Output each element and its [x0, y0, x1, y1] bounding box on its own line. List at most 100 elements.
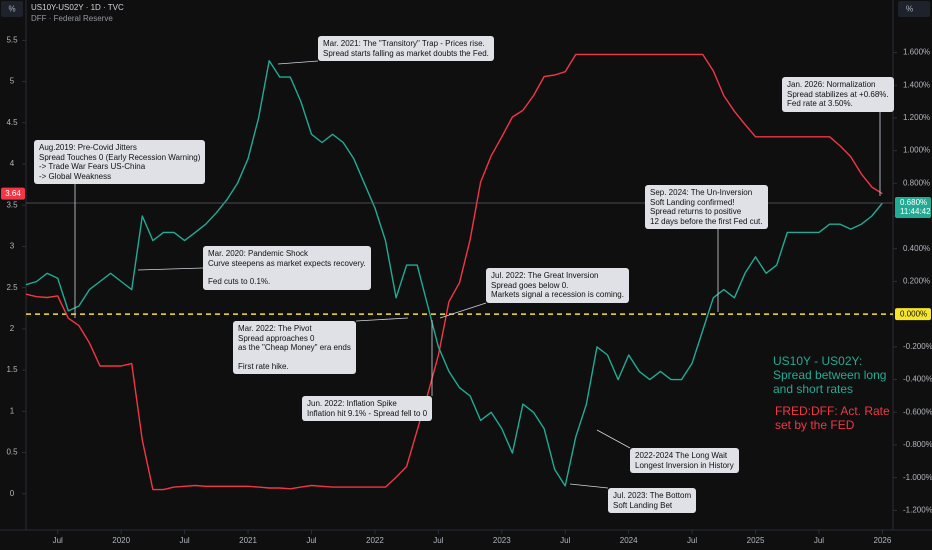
y-tick-label: 3.5 [6, 200, 18, 209]
unit-button-label[interactable]: % [906, 5, 913, 14]
annotation-line: Sep. 2024: The Un-Inversion [650, 188, 753, 197]
annotation-gap [238, 353, 351, 362]
annotation-line: Spread approaches 0 [238, 333, 315, 343]
x-tick-label: Jul [687, 536, 697, 545]
y2-tick-label: 1.600% [903, 48, 930, 57]
annotation-line: Soft Landing confirmed! [650, 197, 735, 207]
annotation-line: Aug.2019: Pre-Covid Jitters [39, 143, 137, 152]
annotation: Jun. 2022: Inflation Spike Inflation hit … [302, 396, 433, 421]
x-tick-label: Jul [179, 536, 189, 545]
annotation-line: Spread stabilizes at +0.68%. [787, 89, 889, 99]
annotation: Jan. 2026: Normalization Spread stabilize… [782, 77, 894, 112]
annotation-line: Jan. 2026: Normalization [787, 80, 876, 89]
annotation-leader [596, 429, 631, 449]
reference-label: 0.000% [900, 309, 927, 318]
y-tick-label: 5.5 [6, 35, 18, 44]
annotation-line: Jul. 2023: The Bottom [613, 491, 692, 500]
annotation: Jul. 2023: The Bottom Soft Landing Bet [608, 488, 697, 513]
y2-tick-label: -1.200% [903, 505, 932, 514]
annotation-line: Inflation hit 9.1% - Spread fell to 0 [307, 408, 428, 418]
last-value-label: 3.64 [5, 189, 21, 198]
annotation-line: Fed rate at 3.50%. [787, 99, 853, 108]
annotation-line: Curve steepens as market expects recover… [208, 258, 366, 268]
annotation-leader [355, 317, 409, 322]
series-line [25, 60, 883, 487]
annotation-line: Spread Touches 0 (Early Recession Warnin… [39, 152, 201, 162]
y-tick-label: 5 [10, 77, 15, 86]
y2-tick-label: -0.200% [903, 342, 932, 351]
annotation-line: Markets signal a recession is coming. [491, 290, 624, 299]
countdown-label: 11:44:42 [900, 207, 931, 216]
annotation-leader [569, 483, 609, 489]
x-tick-label: Jul [53, 536, 63, 545]
y-tick-label: 1 [10, 406, 15, 415]
y-tick-label: 0 [10, 489, 15, 498]
y2-tick-label: 1.000% [903, 146, 930, 155]
annotation: Mar. 2021: The "Transitory" Trap - Price… [318, 36, 494, 61]
y2-tick-label: -0.400% [903, 375, 932, 384]
annotation-line: as the "Cheap Money" era ends [238, 343, 351, 352]
last-value-label: 0.680% [900, 198, 927, 207]
y2-tick-label: 1.400% [903, 80, 930, 89]
annotation: Aug.2019: Pre-Covid Jitters Spread Touche… [34, 140, 206, 184]
y-tick-label: 0.5 [6, 448, 18, 457]
y-tick-label: 2 [10, 324, 15, 333]
y2-tick-label: -1.000% [903, 473, 932, 482]
series-line [25, 53, 883, 491]
x-tick-label: Jul [560, 536, 570, 545]
y-tick-label: 2.5 [6, 283, 18, 292]
annotation-line: -> Global Weakness [39, 171, 112, 181]
annotation-leader [439, 302, 487, 319]
x-tick-label: 2023 [493, 536, 511, 545]
y-tick-label: 3 [10, 242, 15, 251]
annotation: Mar. 2020: Pandemic Shock Curve steepens … [203, 246, 371, 290]
annotation-line: 2022-2024 The Long Wait [635, 451, 728, 460]
annotation-line: Spread goes below 0. [491, 280, 569, 290]
y2-tick-label: 0.400% [903, 244, 930, 253]
legend-entry: US10Y - US02Y: Spread between long and s… [773, 354, 887, 396]
annotation-line: First rate hike. [238, 361, 289, 371]
annotation-gap [208, 268, 366, 277]
reference-label-box [895, 308, 931, 321]
unit-button[interactable] [898, 1, 930, 17]
unit-button-label[interactable]: % [8, 5, 15, 14]
y2-tick-label: 1.200% [903, 113, 930, 122]
y2-tick-label: 0.800% [903, 178, 930, 187]
y-tick-label: 4 [10, 159, 15, 168]
x-tick-label: 2025 [747, 536, 765, 545]
y-tick-label: 4.5 [6, 118, 18, 127]
annotation-line: -> Trade War Fears US-China [39, 162, 146, 171]
annotation-line: Jun. 2022: Inflation Spike [307, 399, 397, 408]
annotation-line: Longest Inversion in History [635, 460, 734, 470]
annotation-leader [137, 267, 204, 271]
x-tick-label: 2020 [112, 536, 130, 545]
x-tick-label: 2021 [239, 536, 257, 545]
x-tick-label: 2026 [874, 536, 892, 545]
annotation-leader [277, 60, 319, 65]
chart-title: US10Y-US02Y · 1D · TVC [31, 3, 124, 12]
annotation-line: Spread returns to positive [650, 207, 742, 216]
chart-subtitle: DFF · Federal Reserve [31, 14, 113, 23]
annotation: Sep. 2024: The Un-Inversion Soft Landing … [645, 185, 768, 229]
annotation-line: Mar. 2022: The Pivot [238, 324, 312, 333]
x-tick-label: Jul [433, 536, 443, 545]
legend-entry: FRED:DFF: Act. Rate set by the FED [775, 404, 890, 432]
annotation-line: Fed cuts to 0.1%. [208, 277, 271, 286]
x-tick-label: 2022 [366, 536, 384, 545]
annotation-line: Soft Landing Bet [613, 500, 673, 510]
y2-tick-label: -0.600% [903, 407, 932, 416]
y-tick-label: 1.5 [6, 365, 18, 374]
annotation-line: Spread starts falling as market doubts t… [323, 48, 489, 58]
annotation-line: Mar. 2020: Pandemic Shock [208, 249, 309, 258]
annotation: Jul. 2022: The Great Inversion Spread goe… [486, 268, 629, 303]
unit-button[interactable] [1, 1, 23, 17]
x-tick-label: 2024 [620, 536, 638, 545]
annotation-line: 12 days before the first Fed cut. [650, 216, 763, 226]
annotation: 2022-2024 The Long Wait Longest Inversion… [630, 448, 739, 473]
annotation-line: Jul. 2022: The Great Inversion [491, 271, 599, 280]
last-value-box [895, 196, 931, 218]
